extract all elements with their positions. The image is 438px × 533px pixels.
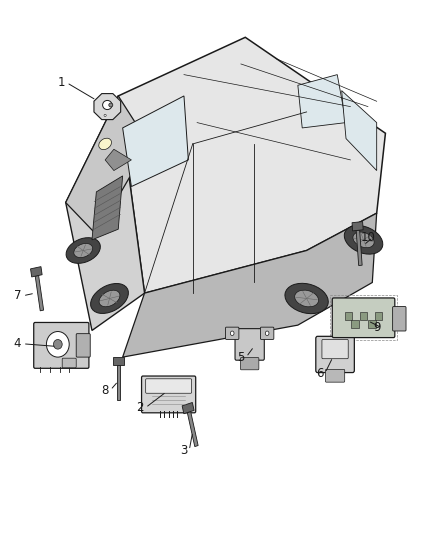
- FancyBboxPatch shape: [316, 336, 354, 373]
- Text: 8: 8: [102, 384, 109, 397]
- Polygon shape: [113, 357, 124, 365]
- Text: 2: 2: [136, 401, 144, 414]
- Ellipse shape: [74, 244, 92, 257]
- Text: 5: 5: [237, 351, 244, 364]
- Ellipse shape: [91, 284, 128, 313]
- Polygon shape: [66, 96, 149, 235]
- FancyBboxPatch shape: [226, 327, 239, 340]
- Polygon shape: [352, 222, 363, 231]
- Polygon shape: [31, 266, 42, 277]
- Ellipse shape: [109, 103, 113, 107]
- Ellipse shape: [353, 232, 374, 248]
- FancyBboxPatch shape: [360, 312, 367, 320]
- FancyBboxPatch shape: [375, 312, 382, 320]
- Polygon shape: [182, 402, 194, 414]
- Polygon shape: [342, 91, 377, 171]
- Text: 1: 1: [57, 76, 65, 89]
- Bar: [330, 295, 397, 340]
- Polygon shape: [66, 96, 145, 330]
- FancyBboxPatch shape: [240, 358, 259, 370]
- FancyBboxPatch shape: [325, 369, 345, 382]
- Text: 6: 6: [316, 367, 324, 379]
- Polygon shape: [123, 213, 377, 357]
- Ellipse shape: [46, 332, 69, 357]
- FancyBboxPatch shape: [62, 358, 76, 368]
- FancyBboxPatch shape: [332, 298, 395, 337]
- Ellipse shape: [104, 114, 106, 116]
- Text: 3: 3: [180, 444, 187, 457]
- Ellipse shape: [285, 284, 328, 313]
- FancyBboxPatch shape: [34, 322, 89, 368]
- FancyBboxPatch shape: [345, 312, 352, 320]
- FancyBboxPatch shape: [76, 334, 90, 357]
- Ellipse shape: [99, 138, 112, 150]
- Polygon shape: [117, 365, 120, 400]
- Ellipse shape: [295, 290, 318, 307]
- Ellipse shape: [66, 238, 100, 263]
- Text: 4: 4: [14, 337, 21, 350]
- FancyBboxPatch shape: [392, 306, 406, 331]
- FancyBboxPatch shape: [261, 327, 274, 340]
- Ellipse shape: [102, 100, 112, 110]
- Ellipse shape: [99, 290, 120, 306]
- FancyBboxPatch shape: [146, 379, 191, 393]
- Polygon shape: [118, 37, 385, 293]
- Ellipse shape: [230, 331, 234, 335]
- Text: 9: 9: [373, 321, 381, 334]
- Ellipse shape: [344, 225, 383, 254]
- Polygon shape: [35, 276, 44, 311]
- FancyBboxPatch shape: [141, 376, 196, 413]
- Polygon shape: [187, 411, 198, 447]
- Polygon shape: [92, 176, 123, 240]
- Polygon shape: [105, 149, 131, 171]
- Ellipse shape: [53, 340, 62, 349]
- Text: 10: 10: [360, 231, 375, 244]
- Ellipse shape: [265, 331, 269, 335]
- FancyBboxPatch shape: [368, 320, 376, 328]
- FancyBboxPatch shape: [235, 329, 264, 360]
- Polygon shape: [123, 96, 188, 187]
- FancyBboxPatch shape: [351, 320, 359, 328]
- Text: 7: 7: [14, 289, 21, 302]
- Polygon shape: [298, 75, 346, 128]
- Polygon shape: [94, 94, 120, 119]
- Polygon shape: [356, 230, 362, 265]
- FancyBboxPatch shape: [322, 340, 348, 359]
